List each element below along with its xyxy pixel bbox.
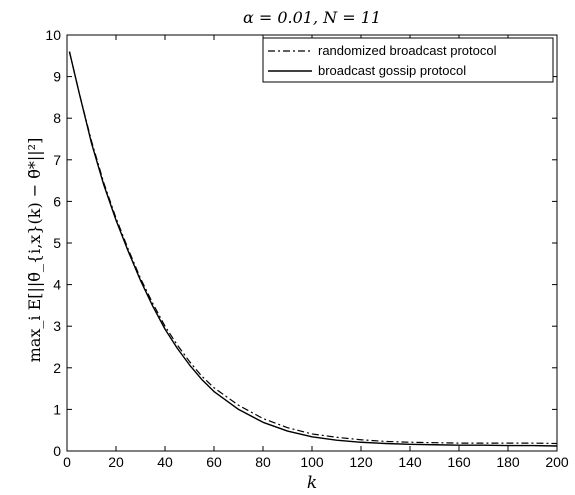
y-tick-label: 9 [53, 69, 61, 85]
y-tick-label: 3 [53, 318, 61, 334]
x-tick-label: 20 [108, 454, 124, 470]
x-tick-label: 0 [63, 454, 71, 470]
x-tick-label: 40 [157, 454, 173, 470]
legend-label-randomized: randomized broadcast protocol [318, 43, 497, 58]
y-tick-label: 8 [53, 110, 61, 126]
y-tick-label: 7 [53, 152, 61, 168]
chart-title: α = 0.01, N = 11 [243, 8, 381, 27]
y-tick-label: 10 [45, 27, 61, 43]
series-line-gossip [68, 51, 558, 447]
x-tick-label: 100 [300, 454, 324, 470]
x-tick-label: 180 [496, 454, 520, 470]
y-tick-label: 6 [53, 193, 61, 209]
axis-ticks: 0 20 40 60 80 100 120 140 160 180 200 0 1 2 3 4 5 6 7 8 9 10 [45, 27, 568, 470]
plot-area [66, 34, 558, 452]
x-tick-label: 80 [255, 454, 271, 470]
x-tick-label: 200 [545, 454, 569, 470]
y-tick-label: 1 [53, 401, 61, 417]
y-tick-label: 5 [53, 235, 61, 251]
series-lines [68, 51, 558, 447]
x-tick-label: 120 [349, 454, 373, 470]
legend-label-gossip: broadcast gossip protocol [318, 63, 466, 78]
y-tick-label: 0 [53, 443, 61, 459]
y-axis-label: max_i E[||θ̃_{i,x}(k) − θ̃*||²] [25, 138, 44, 363]
y-tick-label: 4 [53, 277, 61, 293]
x-axis-label: k [307, 473, 317, 493]
legend-box [262, 37, 554, 83]
y-tick-label: 2 [53, 360, 61, 376]
x-tick-label: 60 [206, 454, 222, 470]
x-tick-label: 160 [447, 454, 471, 470]
x-tick-label: 140 [398, 454, 422, 470]
series-line-randomized [68, 51, 558, 445]
legend: randomized broadcast protocol broadcast … [262, 37, 554, 83]
